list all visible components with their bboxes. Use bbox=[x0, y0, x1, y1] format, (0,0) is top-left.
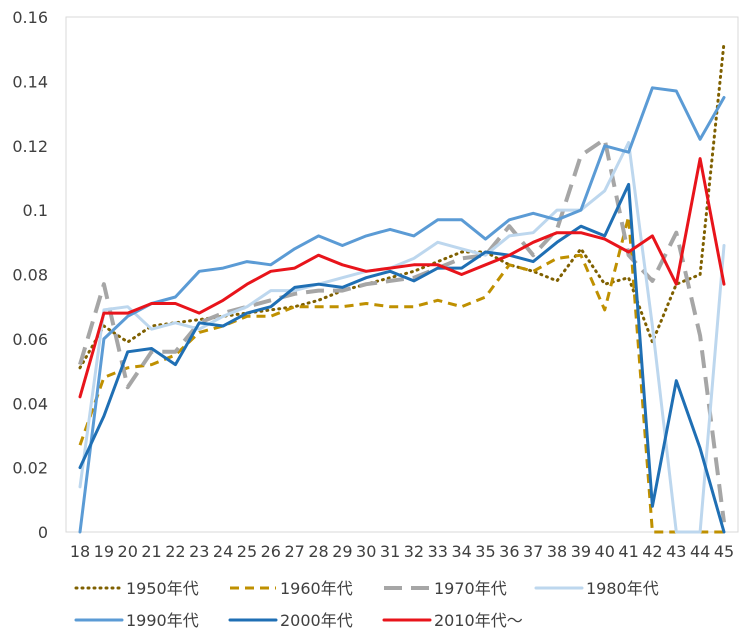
legend-label-7: 2010年代～ bbox=[434, 611, 523, 630]
x-tick-label: 20 bbox=[118, 542, 138, 561]
x-tick-label: 34 bbox=[451, 542, 471, 561]
x-tick-label: 45 bbox=[714, 542, 734, 561]
series-line-1 bbox=[78, 41, 726, 370]
y-tick-label: 0.04 bbox=[12, 394, 48, 413]
series-line-7 bbox=[78, 157, 726, 399]
series-line-4 bbox=[78, 141, 726, 534]
x-tick-label: 28 bbox=[308, 542, 328, 561]
x-tick-label: 18 bbox=[70, 542, 90, 561]
x-tick-label: 33 bbox=[428, 542, 448, 561]
y-axis: 0 0.02 0.04 0.06 0.08 0.1 0.12 0.14 0.16 bbox=[12, 8, 48, 542]
x-tick-label: 36 bbox=[499, 542, 519, 561]
y-tick-label: 0 bbox=[38, 523, 48, 542]
y-tick-label: 0.16 bbox=[12, 8, 48, 27]
x-tick-label: 26 bbox=[261, 542, 281, 561]
x-tick-label: 19 bbox=[94, 542, 114, 561]
y-tick-label: 0.08 bbox=[12, 266, 48, 285]
y-tick-label: 0.02 bbox=[12, 459, 48, 478]
y-tick-label: 0.1 bbox=[23, 201, 48, 220]
x-tick-label: 30 bbox=[356, 542, 376, 561]
x-tick-label: 21 bbox=[141, 542, 161, 561]
x-tick-label: 40 bbox=[595, 542, 615, 561]
y-tick-label: 0.14 bbox=[12, 72, 48, 91]
x-axis: 18 19 20 21 22 23 24 25 26 27 28 29 30 31 32 33 34 35 36 37… bbox=[70, 542, 734, 561]
x-tick-label: 39 bbox=[571, 542, 591, 561]
x-tick-label: 41 bbox=[618, 542, 638, 561]
legend-label-4: 1980年代 bbox=[586, 579, 659, 598]
x-tick-label: 27 bbox=[284, 542, 304, 561]
x-tick-label: 37 bbox=[523, 542, 543, 561]
x-tick-label: 29 bbox=[332, 542, 352, 561]
series-line-3 bbox=[78, 137, 726, 523]
series-line-6 bbox=[78, 182, 726, 534]
plot-frame bbox=[65, 16, 739, 533]
x-tick-label: 44 bbox=[690, 542, 710, 561]
legend: 1950年代 1960年代 1970年代 1980年代 1990年代 2000年代 2010… bbox=[74, 579, 659, 630]
legend-label-5: 1990年代 bbox=[126, 611, 199, 630]
legend-label-3: 1970年代 bbox=[434, 579, 507, 598]
legend-label-6: 2000年代 bbox=[280, 611, 353, 630]
x-tick-label: 25 bbox=[237, 542, 257, 561]
x-tick-label: 22 bbox=[165, 542, 185, 561]
x-tick-label: 23 bbox=[189, 542, 209, 561]
legend-label-1: 1950年代 bbox=[126, 579, 199, 598]
x-tick-label: 35 bbox=[475, 542, 495, 561]
series-line-5 bbox=[78, 86, 726, 534]
x-tick-label: 42 bbox=[642, 542, 662, 561]
x-tick-label: 43 bbox=[666, 542, 686, 561]
x-tick-label: 31 bbox=[380, 542, 400, 561]
series-layer bbox=[78, 41, 726, 534]
y-tick-label: 0.06 bbox=[12, 330, 48, 349]
x-tick-label: 24 bbox=[213, 542, 233, 561]
x-tick-label: 38 bbox=[547, 542, 567, 561]
x-tick-label: 32 bbox=[404, 542, 424, 561]
y-tick-label: 0.12 bbox=[12, 137, 48, 156]
series-line-2 bbox=[78, 215, 724, 534]
legend-label-2: 1960年代 bbox=[280, 579, 353, 598]
